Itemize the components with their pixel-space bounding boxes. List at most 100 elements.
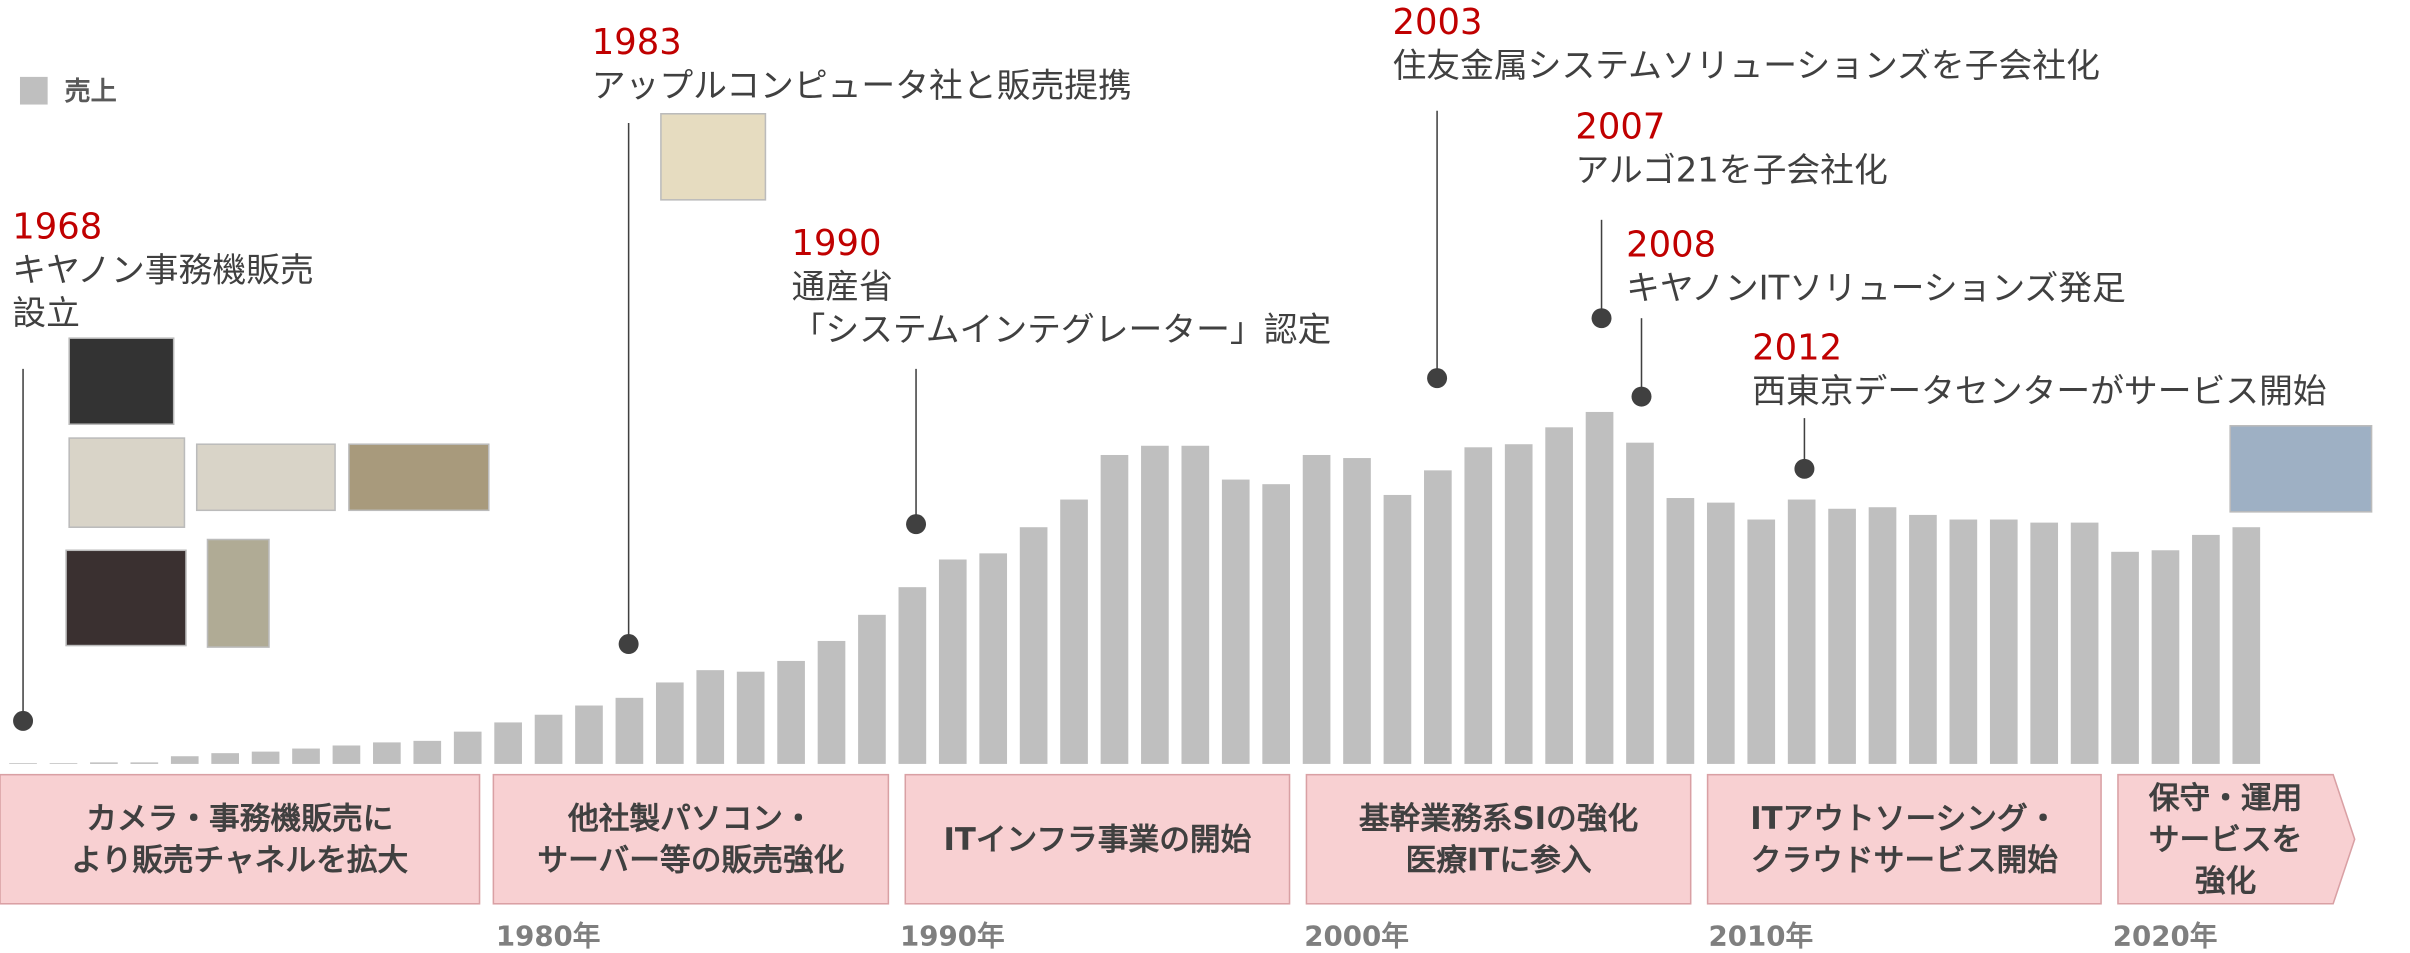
era-label: サーバー等の販売強化 [537, 843, 844, 879]
bar [1788, 500, 1816, 764]
era-label: ITアウトソーシング・ [1750, 801, 2058, 837]
bar [130, 762, 158, 764]
bar [696, 670, 724, 764]
annotation-text: 西東京データセンターがサービス開始 [1752, 372, 2327, 411]
bar [373, 742, 401, 764]
legend-label: 売上 [65, 77, 117, 107]
bar [171, 756, 199, 764]
annotation-year: 2012 [1752, 328, 1842, 369]
bar [858, 615, 886, 764]
era-label: 基幹業務系SIの強化 [1359, 801, 1639, 837]
bar [1222, 480, 1250, 764]
bar [1181, 446, 1209, 764]
era-label: より販売チャネルを拡大 [71, 843, 408, 879]
legend-swatch [20, 77, 48, 105]
bar [1707, 503, 1735, 764]
bar [1464, 447, 1492, 764]
leader-dot [1794, 459, 1814, 479]
bar [1990, 520, 2018, 764]
photo [207, 540, 268, 648]
chart: 売上 1980年 1990年 2000年 2010年 2020年 カメラ・事務機販売により… [0, 0, 2410, 953]
bar [1909, 515, 1937, 764]
annotation-text: 住友金属システムソリューションズを子会社化 [1393, 46, 2100, 85]
bar [211, 753, 239, 764]
annotation-year: 1983 [592, 22, 682, 63]
bar [656, 682, 684, 763]
annotation-text: 設立 [12, 293, 80, 332]
annotation-text: キヤノン事務機販売 [12, 250, 313, 289]
era-label: 保守・運用 [2149, 780, 2303, 816]
bar [535, 715, 563, 764]
era-label: サービスを [2149, 822, 2303, 858]
era-box [1306, 775, 1690, 904]
photo [66, 550, 186, 645]
leader-dot [1427, 368, 1447, 388]
annotation-text: キヤノンITソリューションズ発足 [1626, 269, 2126, 308]
photo [349, 444, 489, 510]
bar [1262, 484, 1290, 764]
annotation-year: 2003 [1393, 2, 1483, 43]
bar [9, 763, 37, 764]
era-label: 他社製パソコン・ [567, 801, 814, 837]
bar [1626, 443, 1654, 764]
bar [413, 741, 441, 764]
bar [2192, 535, 2220, 764]
annotation-year: 2007 [1575, 106, 1665, 147]
bar [2111, 552, 2139, 764]
bar [939, 559, 967, 763]
bar [2232, 527, 2260, 764]
leader-dot [13, 711, 33, 731]
era-label: カメラ・事務機販売に [86, 801, 393, 837]
x-tick-label: 2000年 [1304, 919, 1409, 952]
bar [1545, 427, 1573, 764]
bar [1303, 455, 1331, 764]
annotation-text: アルゴ21を子会社化 [1575, 150, 1887, 189]
bar [1586, 412, 1614, 764]
bar [2071, 523, 2099, 764]
bar [1869, 507, 1897, 764]
page: {"chart_data": {"type": "bar", "series":… [0, 0, 2410, 953]
x-tick-label: 1980年 [496, 919, 601, 952]
bar [333, 745, 361, 763]
bar [1505, 444, 1533, 764]
x-tick-label: 2010年 [1709, 919, 1814, 952]
era-label: 医療ITに参入 [1406, 843, 1592, 879]
bar [90, 762, 118, 764]
annotation-year: 1968 [12, 206, 102, 247]
bar [1101, 455, 1129, 764]
annotation-text: 「システムインテグレーター」認定 [792, 310, 1332, 349]
photo [197, 444, 335, 510]
bar [737, 672, 765, 764]
bar [1747, 520, 1775, 764]
leader-dot [1592, 308, 1612, 328]
bar [899, 587, 927, 764]
bar [252, 752, 280, 764]
annotation-text: 通産省 [792, 267, 893, 306]
era-box [0, 775, 480, 904]
bar [454, 732, 482, 764]
bar [616, 698, 644, 764]
x-tick-label: 1990年 [900, 919, 1005, 952]
photo [661, 114, 766, 200]
photo [69, 438, 184, 527]
era-label: クラウドサービス開始 [1751, 843, 2058, 879]
era-box [493, 775, 888, 904]
x-tick-label: 2020年 [2113, 919, 2218, 952]
annotation-year: 2008 [1626, 225, 1716, 266]
leader-dot [906, 514, 926, 534]
annotation-text: アップルコンピュータ社と販売提携 [592, 66, 1132, 105]
bar [1343, 458, 1371, 764]
bar [2152, 550, 2180, 764]
bar [1950, 520, 1978, 764]
leader-dot [619, 634, 639, 654]
bar [777, 661, 805, 764]
photo [69, 338, 174, 424]
bar [1384, 495, 1412, 764]
leader-dot [1632, 387, 1652, 407]
bar [818, 641, 846, 764]
bar [1020, 527, 1048, 764]
bar [1828, 509, 1856, 764]
bar [1141, 446, 1169, 764]
bar [50, 763, 78, 764]
bar [979, 553, 1007, 764]
